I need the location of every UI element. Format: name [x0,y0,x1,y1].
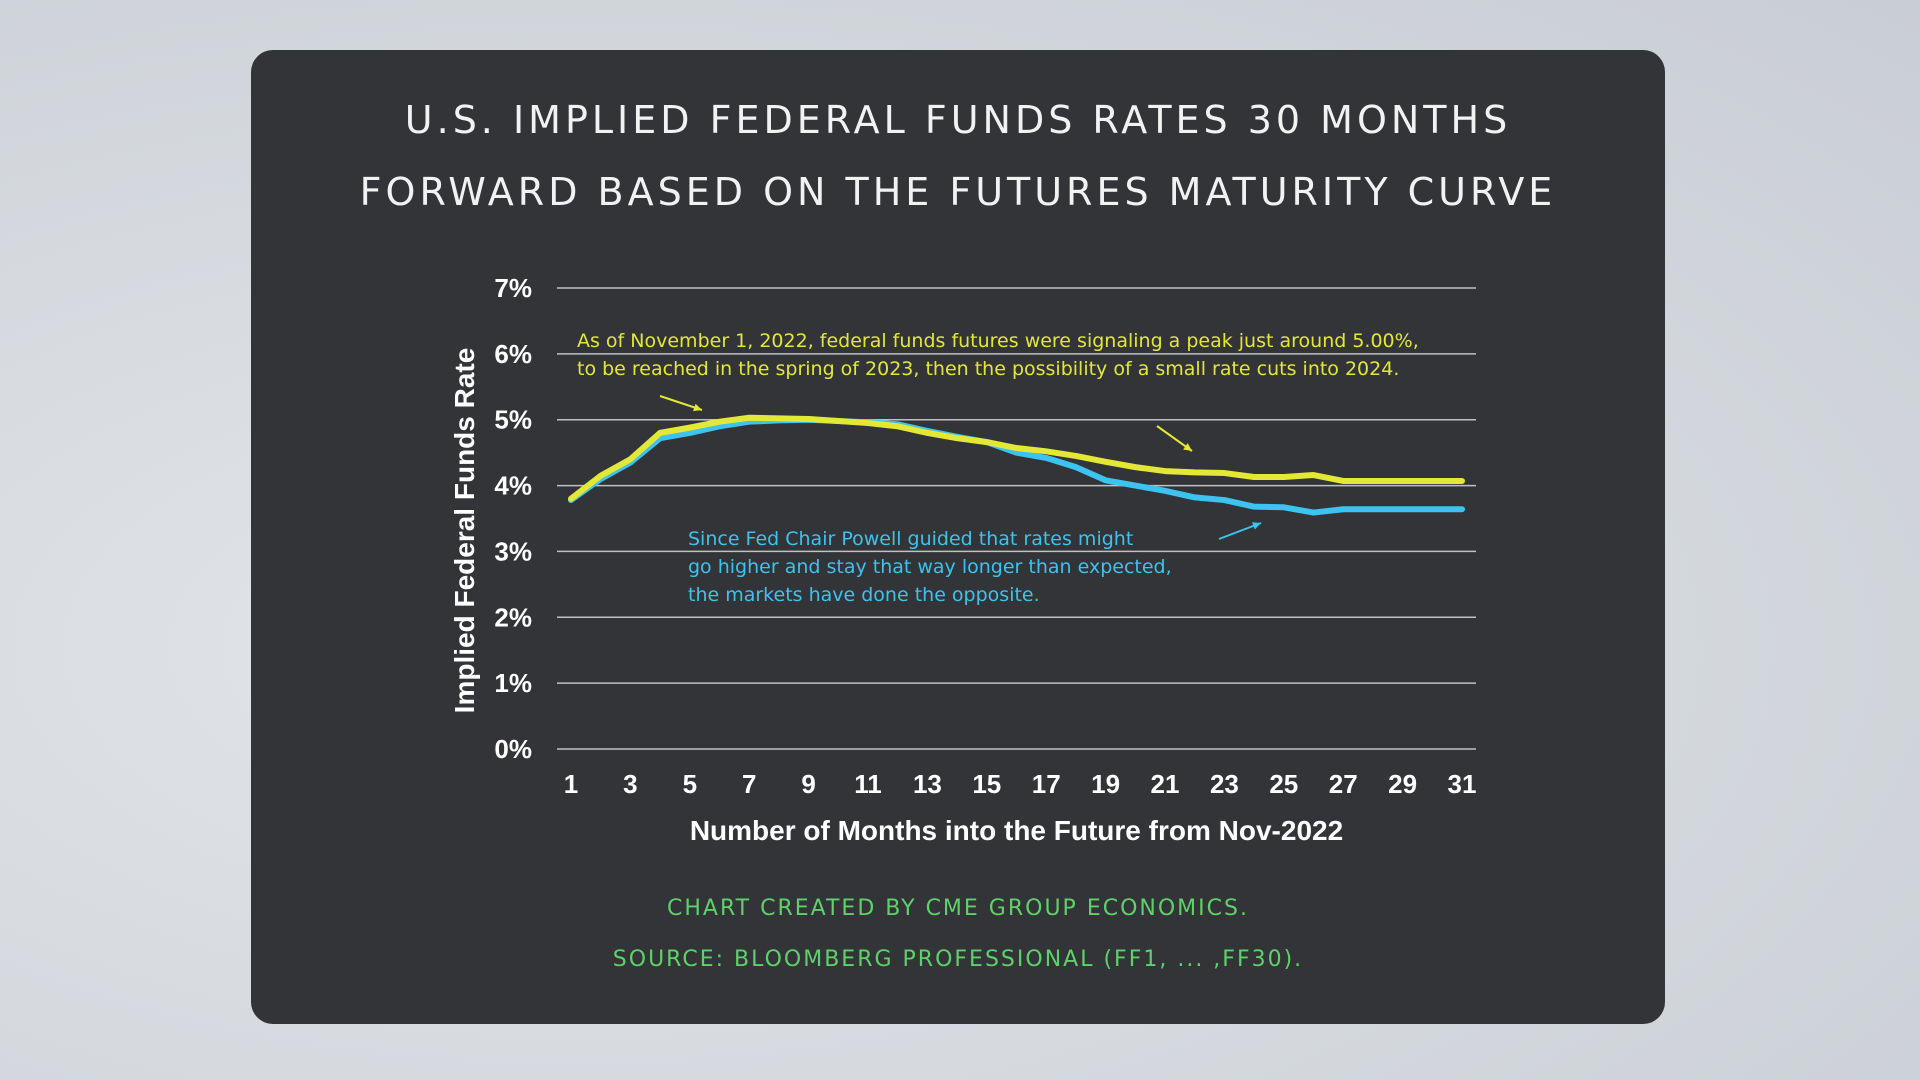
x-tick-label: 25 [1269,769,1298,799]
chart-card: U.S. IMPLIED FEDERAL FUNDS RATES 30 MONT… [251,50,1665,1024]
y-tick-label: 0% [494,734,532,764]
y-tick-label: 4% [494,471,532,501]
annotation-blue-line: go higher and stay that way longer than … [688,556,1172,578]
annotation-yellow-line: to be reached in the spring of 2023, the… [577,358,1399,380]
x-tick-label: 11 [854,769,882,799]
y-axis-label: Implied Federal Funds Rate [449,348,480,714]
series-line-yellow [568,414,1465,502]
x-tick-label: 17 [1032,769,1061,799]
x-tick-label: 1 [564,769,578,799]
x-tick-label: 15 [972,769,1001,799]
chart-title-line-2: FORWARD BASED ON THE FUTURES MATURITY CU… [359,170,1557,214]
x-axis-label: Number of Months into the Future from No… [690,815,1343,846]
x-tick-label: 23 [1210,769,1239,799]
footer-source: SOURCE: BLOOMBERG PROFESSIONAL (FF1, ...… [612,947,1304,972]
annotation-yellow-line: As of November 1, 2022, federal funds fu… [577,330,1419,352]
x-tick-label: 13 [913,769,942,799]
x-tick-label: 29 [1388,769,1417,799]
y-tick-label: 5% [494,405,532,435]
x-tick-label: 9 [801,769,815,799]
chart-title-line-1: U.S. IMPLIED FEDERAL FUNDS RATES 30 MONT… [404,98,1512,142]
x-tick-label: 31 [1448,769,1477,799]
arrow-blue-head [1252,522,1261,530]
y-tick-label: 7% [494,273,532,303]
annotation-blue-line: the markets have done the opposite. [688,584,1040,606]
x-tick-label: 19 [1091,769,1120,799]
arrow-yellow-cuts-head [1183,443,1192,451]
x-tick-label: 21 [1151,769,1180,799]
x-tick-label: 27 [1329,769,1358,799]
series-line-blue [568,416,1465,516]
x-tick-label: 5 [683,769,697,799]
y-tick-label: 2% [494,602,532,632]
y-tick-label: 1% [494,668,532,698]
y-tick-label: 3% [494,536,532,566]
y-tick-label: 6% [494,339,532,369]
annotation-blue-line: Since Fed Chair Powell guided that rates… [688,528,1133,550]
x-tick-label: 7 [742,769,756,799]
footer-credit: CHART CREATED BY CME GROUP ECONOMICS. [667,896,1249,921]
arrow-yellow-peak-head [693,403,702,412]
x-tick-label: 3 [623,769,637,799]
